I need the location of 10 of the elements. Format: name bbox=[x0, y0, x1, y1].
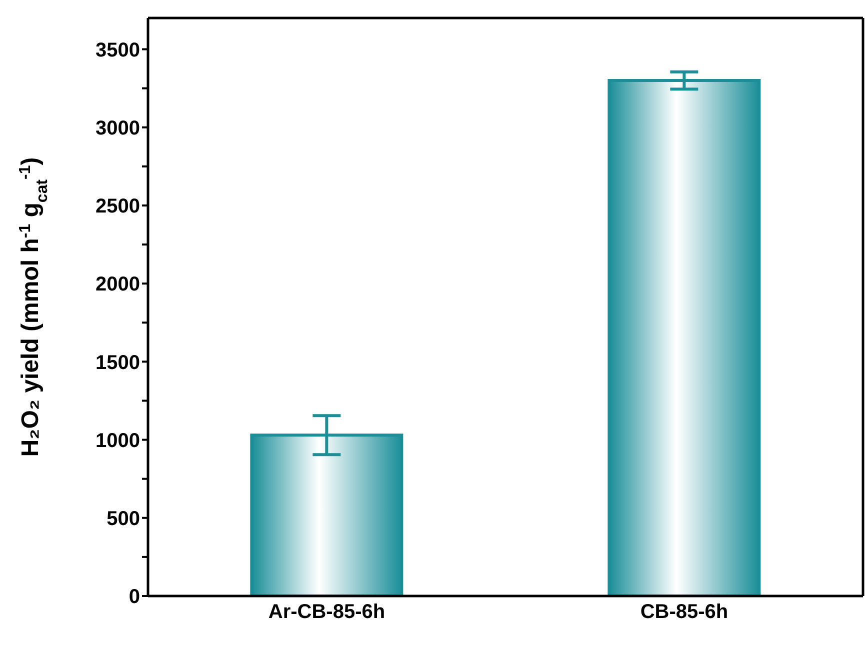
y-tick-label: 0 bbox=[128, 586, 140, 608]
y-tick-label: 2000 bbox=[96, 274, 140, 296]
y-tick-label: 1000 bbox=[96, 430, 140, 452]
y-tick-label: 500 bbox=[106, 508, 140, 530]
x-tick-label: CB-85-6h bbox=[640, 601, 728, 624]
y-tick-label: 2500 bbox=[96, 196, 140, 218]
y-tick-label: 1500 bbox=[96, 352, 140, 374]
y-tick-label: 3500 bbox=[96, 39, 140, 62]
y-tick-label: 3000 bbox=[96, 117, 140, 140]
x-tick-label: Ar-CB-85-6h bbox=[268, 601, 386, 624]
